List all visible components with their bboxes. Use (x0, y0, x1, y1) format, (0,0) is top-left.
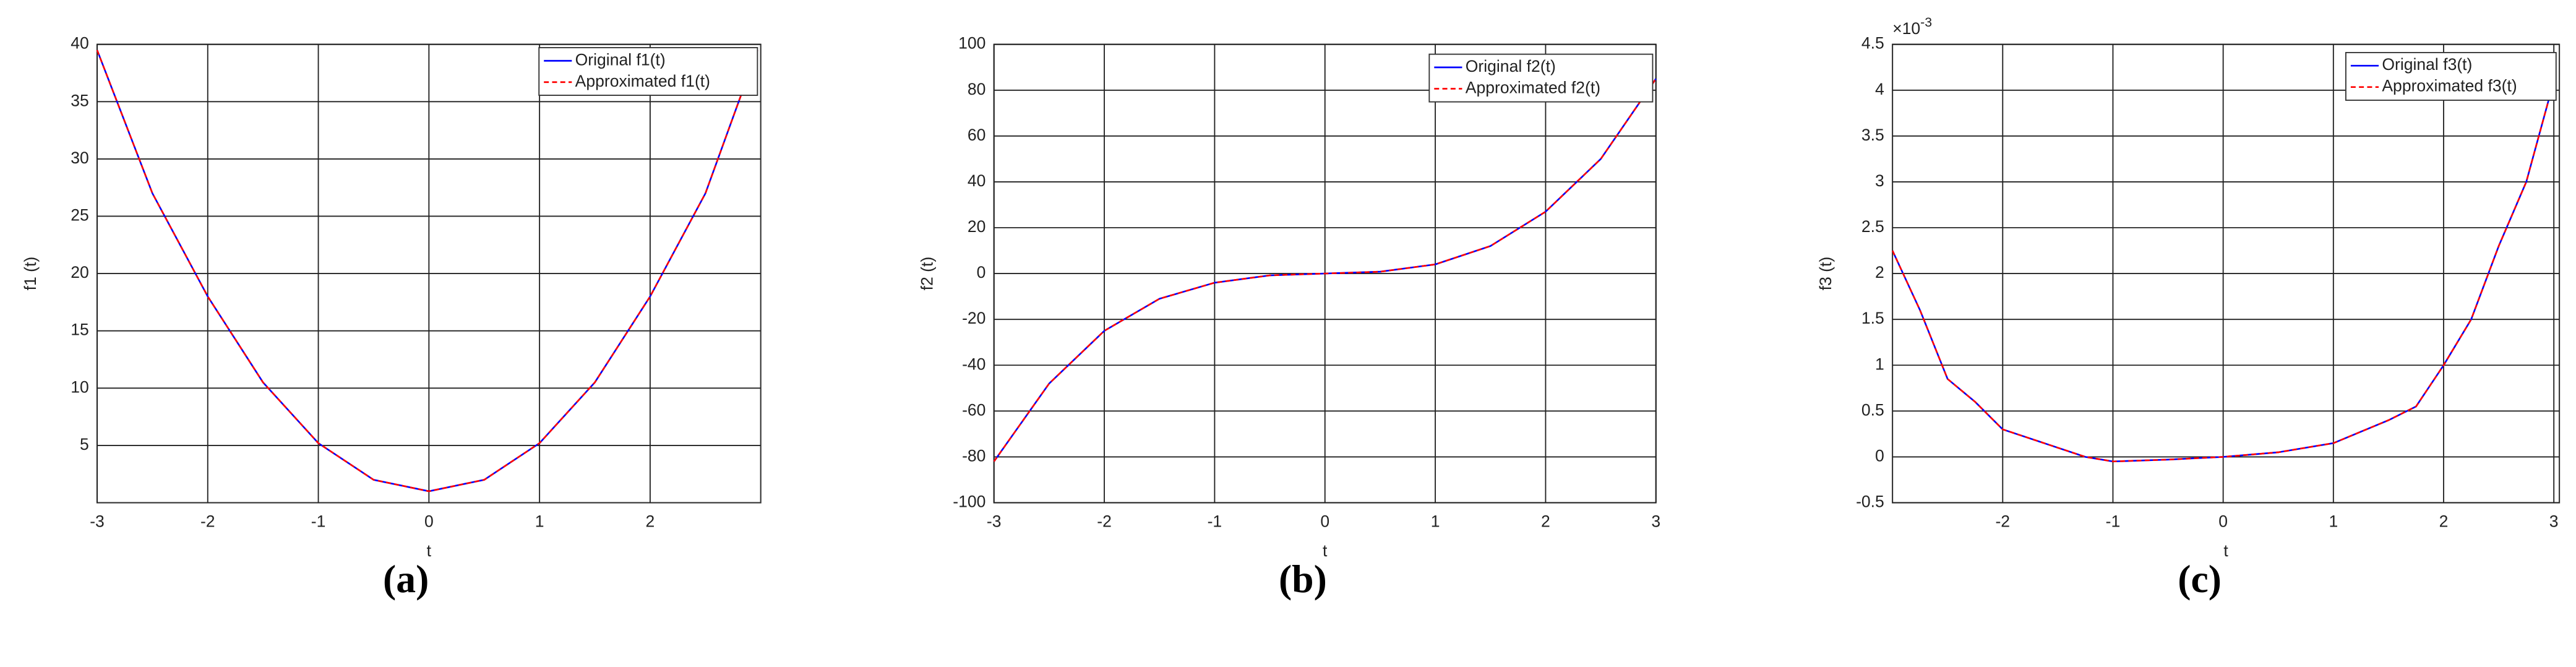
y-tick-label: 25 (71, 206, 89, 225)
x-tick-label: 0 (2218, 512, 2228, 530)
y-tick-label: -20 (962, 309, 985, 327)
y-tick-label: -40 (962, 355, 985, 373)
legend-label: Approximated f1(t) (575, 72, 710, 90)
x-axis-label: t (2223, 541, 2228, 560)
legend-label: Original f1(t) (575, 50, 666, 69)
legend-box (2345, 52, 2557, 101)
legend-box (1428, 53, 1654, 103)
panel-caption: (a) (383, 557, 429, 601)
y-tick-label: 1 (1875, 355, 1884, 373)
x-tick-label: -2 (1097, 512, 1112, 530)
y-tick-label: 0 (1875, 446, 1884, 465)
y-axis-label: f3 (t) (1816, 257, 1835, 291)
x-axis-label: t (1323, 541, 1328, 560)
legend-label: Original f3(t) (2382, 55, 2472, 74)
x-tick-label: -3 (987, 512, 1002, 530)
x-tick-label: 1 (1431, 512, 1440, 530)
y-axis-label: f1 (t) (21, 257, 40, 291)
y-tick-label: 20 (968, 217, 986, 236)
x-tick-label: 3 (2549, 512, 2559, 530)
y-tick-label: -80 (962, 446, 985, 465)
y-tick-label: 40 (71, 34, 89, 53)
x-tick-label: -2 (1995, 512, 2010, 530)
y-tick-label: 10 (71, 377, 89, 396)
y-tick-label: 5 (80, 435, 89, 454)
y-tick-label: 30 (71, 148, 89, 167)
legend-label: Approximated f2(t) (1466, 78, 1600, 97)
x-tick-label: 2 (2439, 512, 2449, 530)
y-tick-label: -0.5 (1856, 492, 1884, 510)
y-tick-label: 2 (1875, 263, 1884, 282)
data-line (993, 78, 1657, 462)
y-tick-label: -100 (953, 492, 985, 510)
x-axis-label: t (427, 541, 432, 560)
x-tick-label: 1 (2329, 512, 2338, 530)
panel-caption: (c) (2178, 557, 2222, 601)
y-tick-label: 20 (71, 263, 89, 282)
x-tick-label: -3 (90, 512, 105, 530)
legend-label: Approximated f3(t) (2382, 77, 2517, 95)
y-tick-label: 1.5 (1861, 309, 1884, 327)
y-tick-label: 60 (968, 126, 986, 144)
x-tick-label: 1 (535, 512, 544, 530)
x-tick-label: 0 (424, 512, 434, 530)
y-tick-label: 3.5 (1861, 126, 1884, 144)
data-line (96, 49, 758, 493)
x-tick-label: -1 (311, 512, 326, 530)
x-tick-label: -1 (1208, 512, 1222, 530)
y-tick-label: 80 (968, 80, 986, 98)
x-tick-label: -2 (200, 512, 215, 530)
x-tick-label: 0 (1320, 512, 1329, 530)
y-tick-label: 100 (958, 34, 985, 53)
y-multiplier-base: ×10 (1892, 19, 1920, 38)
y-tick-label: 0 (977, 263, 986, 282)
y-multiplier-exponent: -3 (1920, 15, 1932, 30)
y-axis-label: f2 (t) (918, 257, 937, 291)
y-tick-label: 3 (1875, 171, 1884, 190)
x-tick-label: 2 (646, 512, 655, 530)
panel-caption: (b) (1279, 557, 1327, 601)
y-multiplier: ×10-3 (1892, 15, 1932, 38)
data-line (1891, 80, 2555, 463)
y-tick-label: 4.5 (1861, 34, 1884, 53)
y-tick-label: 15 (71, 321, 89, 339)
x-tick-label: 2 (1541, 512, 1550, 530)
y-tick-label: -60 (962, 400, 985, 419)
y-tick-label: 4 (1875, 80, 1884, 98)
legend-label: Original f2(t) (1466, 57, 1556, 75)
legend-box (538, 47, 758, 96)
x-tick-label: 3 (1651, 512, 1660, 530)
y-tick-label: 40 (968, 171, 986, 190)
y-tick-label: 0.5 (1861, 400, 1884, 419)
y-tick-label: 2.5 (1861, 217, 1884, 236)
x-tick-label: -1 (2106, 512, 2121, 530)
y-tick-label: 35 (71, 91, 89, 110)
